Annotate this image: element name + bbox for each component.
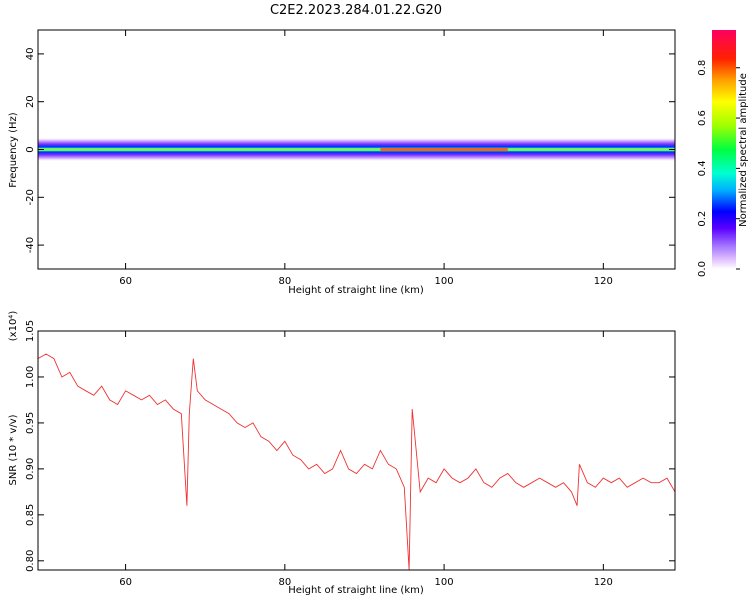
figure-title: C2E2.2023.284.01.22.G20 — [270, 3, 442, 18]
spectrogram-y-tick-label: 40 — [25, 48, 36, 61]
spectrogram-y-axis-label: Frequency (Hz) — [8, 112, 19, 188]
snr-x-tick-label: 120 — [594, 577, 613, 588]
colorbar-ticks: 0.0 0.2 0.4 0.6 0.8 — [697, 60, 740, 277]
snr-x-tick-label: 60 — [119, 577, 132, 588]
spectrogram-y-tick-label: 20 — [25, 95, 36, 108]
snr-series-line — [38, 353, 675, 570]
spectrogram-x-tick-label: 100 — [435, 276, 454, 287]
spectrogram-x-ticks: 60 80 100 120 — [119, 30, 613, 287]
spectral-band — [38, 137, 675, 162]
colorbar-tick-label: 0.8 — [697, 60, 708, 76]
snr-y-tick-label: 1.00 — [25, 366, 36, 388]
snr-y-tick-label: 0.85 — [25, 504, 36, 526]
colorbar-tick-label: 0.4 — [697, 160, 708, 176]
colorbar-scale — [712, 30, 736, 269]
snr-y-ticks: 0.80 0.85 0.90 0.95 1.00 1.05 — [25, 320, 675, 572]
colorbar-tick-label: 0.0 — [697, 261, 708, 277]
snr-y-multiplier-label: (x10⁴) — [8, 311, 19, 342]
spectrogram-y-tick-label: -40 — [25, 237, 36, 253]
spectrogram-y-ticks: -40 -20 0 20 40 — [25, 48, 675, 253]
snr-y-tick-label: 1.05 — [25, 320, 36, 342]
snr-x-axis-label: Height of straight line (km) — [288, 585, 424, 596]
spectral-band-core — [38, 148, 675, 151]
spectrogram-x-axis-label: Height of straight line (km) — [288, 285, 424, 296]
snr-y-tick-label: 0.80 — [25, 550, 36, 572]
snr-y-axis-label: SNR (10 * v/v) — [8, 414, 19, 485]
spectrogram-x-tick-label: 60 — [119, 276, 132, 287]
spectrogram-y-tick-label: -20 — [25, 189, 36, 205]
colorbar-label: Normalized spectral amplitude — [738, 73, 749, 227]
spectrogram-x-tick-label: 120 — [594, 276, 613, 287]
snr-x-ticks: 60 80 100 120 — [119, 331, 613, 588]
snr-y-tick-label: 0.95 — [25, 412, 36, 434]
colorbar-tick-label: 0.2 — [697, 211, 708, 227]
snr-x-tick-label: 80 — [278, 577, 291, 588]
colorbar-tick-label: 0.6 — [697, 110, 708, 126]
spectral-band-peak — [380, 147, 508, 152]
snr-frame — [37, 330, 676, 571]
snr-y-tick-label: 0.90 — [25, 458, 36, 480]
snr-x-tick-label: 100 — [435, 577, 454, 588]
spectrogram-panel: 60 80 100 120 -40 -20 0 20 40 Height of straigh… — [8, 29, 676, 296]
colorbar: 0.0 0.2 0.4 0.6 0.8 Normalized spectral ampl… — [697, 30, 749, 277]
spectrogram-y-tick-label: 0 — [25, 146, 36, 152]
spectrogram-x-tick-label: 80 — [278, 276, 291, 287]
snr-panel: 60 80 100 120 0.80 0.85 0.90 0.95 1.00 1.05 Heig… — [8, 311, 676, 596]
